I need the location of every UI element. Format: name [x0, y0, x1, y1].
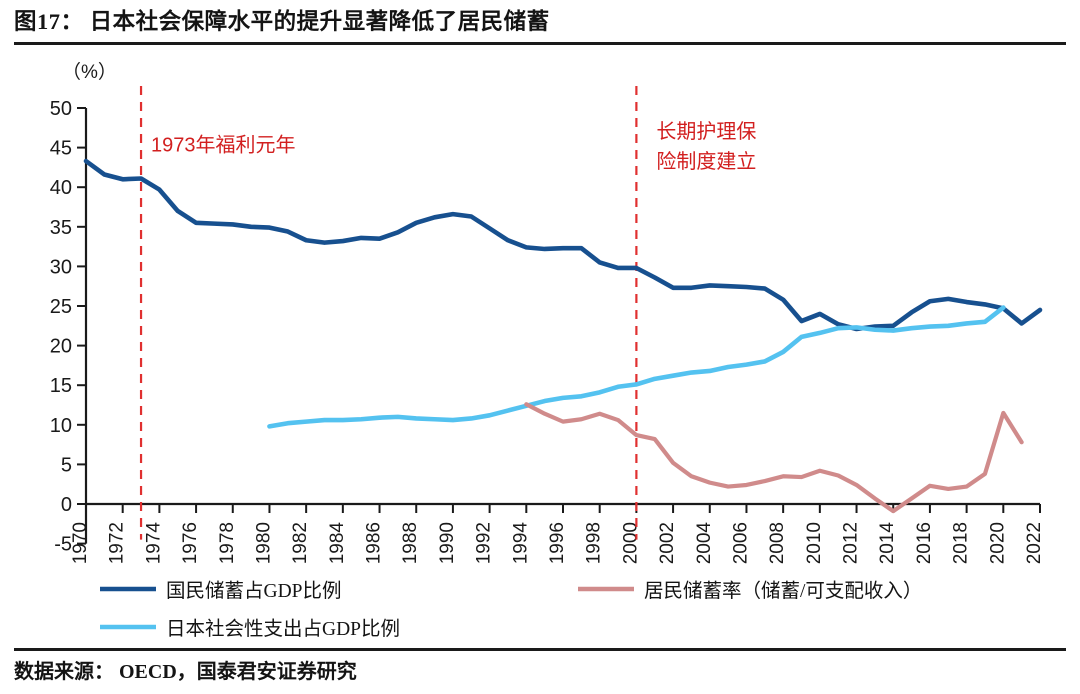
x-axis-tick-label: 2012 [841, 522, 862, 564]
x-axis-tick-label: 1994 [510, 522, 531, 565]
source-note: 数据来源： OECD，国泰君安证券研究 [14, 661, 357, 683]
y-axis-tick-label: 20 [50, 336, 72, 358]
x-axis-tick-label: 2002 [657, 522, 678, 564]
y-axis-tick-label: 50 [50, 98, 72, 120]
y-axis-tick-label: 25 [50, 296, 72, 318]
x-axis-tick-label: 1978 [217, 522, 238, 564]
y-axis-unit-label: （%） [62, 61, 117, 83]
page-title: 图17： 日本社会保障水平的提升显著降低了居民储蓄 [14, 9, 550, 34]
x-axis-tick-label: 1974 [143, 522, 164, 565]
x-axis-tick-label: 1990 [437, 522, 458, 564]
chart-annotations: 1973年福利元年 长期护理保险制度建立 [151, 120, 756, 173]
x-axis-tick-label: 2008 [767, 522, 788, 564]
source-divider [14, 648, 1066, 651]
x-axis-tick-label: 2022 [1024, 522, 1045, 564]
x-axis-tick-label: 1988 [400, 522, 421, 564]
series-lines [83, 158, 1043, 514]
y-axis-tick-label: 15 [50, 375, 72, 397]
y-axis-tick-label: 35 [50, 217, 72, 239]
x-axis-tick-label: 1984 [327, 522, 348, 565]
x-axis-tick-label: 1982 [290, 522, 311, 564]
series-line-2 [267, 305, 1006, 429]
x-axis-tick-label: 2004 [694, 522, 715, 565]
series-line-1 [83, 158, 1043, 332]
x-axis-tick-label: 1996 [547, 522, 568, 564]
legend-label-1: 国民储蓄占GDP比例 [166, 580, 342, 602]
event-marker-lines [139, 86, 638, 540]
figure-title-bar: 图17： 日本社会保障水平的提升显著降低了居民储蓄 [0, 0, 1080, 46]
x-axis-tick-label: 2000 [620, 522, 641, 564]
annotation-welfare-year: 1973年福利元年 [151, 134, 295, 157]
x-axis-tick-label: 1976 [180, 522, 201, 564]
title-divider [14, 42, 1066, 45]
y-axis-tick-label: 40 [50, 177, 72, 199]
y-axis-tick-label: -5 [54, 534, 72, 556]
chart-area: 50 45 40 35 30 25 20 15 10 5 0 -5 1970 1972 1974 1976 1… [0, 46, 1080, 646]
x-axis-tick-label: 1986 [364, 522, 385, 564]
x-axis-tick-label: 1980 [253, 522, 274, 564]
y-axis-tick-label: 5 [61, 454, 72, 476]
y-axis-tick-label: 30 [50, 256, 72, 278]
x-axis-tick-label: 2016 [914, 522, 935, 564]
x-axis-tick-label: 2018 [951, 522, 972, 564]
x-axis-tick-label: 2010 [804, 522, 825, 564]
x-axis-tick-label: 1972 [107, 522, 128, 564]
legend-label-2: 日本社会性支出占GDP比例 [166, 618, 400, 640]
x-axis-tick-label: 1998 [584, 522, 605, 564]
y-axis-tick-label: 45 [50, 138, 72, 160]
x-axis-tick-labels: 1970 1972 1974 1976 1978 1980 1982 1984 1986 1988… [70, 522, 1045, 565]
x-axis-tick-label: 1992 [474, 522, 495, 564]
legend-label-3: 居民储蓄率（储蓄/可支配收入） [644, 580, 922, 602]
series-line-3 [524, 402, 1024, 514]
x-axis-tick-label: 2020 [987, 522, 1008, 564]
annotation-ltc-insurance: 长期护理保险制度建立 [656, 120, 756, 173]
y-axis-tick-label: 0 [61, 494, 72, 516]
x-axis-tick-label: 2006 [730, 522, 751, 564]
x-axis-tick-label: 2014 [877, 522, 898, 565]
y-axis-tick-label: 10 [50, 415, 72, 437]
x-axis-tick-label: 1970 [70, 522, 91, 564]
